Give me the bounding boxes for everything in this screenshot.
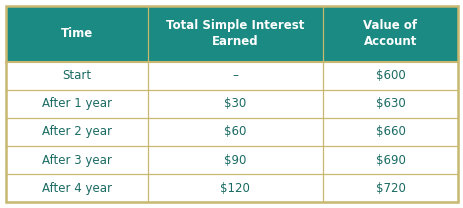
Text: $690: $690 [375, 154, 405, 167]
Text: After 3 year: After 3 year [42, 154, 112, 167]
Text: $30: $30 [224, 97, 246, 110]
Text: $90: $90 [224, 154, 246, 167]
Bar [322, 174, 457, 202]
Bar [6, 174, 148, 202]
Text: After 2 year: After 2 year [42, 125, 112, 139]
Bar [148, 118, 322, 146]
Bar [322, 118, 457, 146]
Text: After 1 year: After 1 year [42, 97, 112, 110]
Text: Total Simple Interest
Earned: Total Simple Interest Earned [166, 19, 304, 48]
Bar [6, 90, 148, 118]
Bar [6, 6, 148, 62]
Text: Start: Start [62, 69, 91, 82]
Text: $60: $60 [224, 125, 246, 139]
Text: $630: $630 [375, 97, 405, 110]
Bar [148, 6, 322, 62]
Text: Time: Time [61, 27, 93, 40]
Bar [322, 62, 457, 90]
Bar [322, 146, 457, 174]
Text: After 4 year: After 4 year [42, 182, 112, 195]
Bar [6, 118, 148, 146]
Text: $600: $600 [375, 69, 405, 82]
Text: $660: $660 [375, 125, 405, 139]
Bar [148, 62, 322, 90]
Bar [148, 90, 322, 118]
Text: $720: $720 [375, 182, 405, 195]
Bar [322, 90, 457, 118]
Bar [6, 146, 148, 174]
Text: –: – [232, 69, 238, 82]
Bar [322, 6, 457, 62]
Text: Value of
Account: Value of Account [363, 19, 417, 48]
Bar [148, 146, 322, 174]
Bar [148, 174, 322, 202]
Bar [6, 62, 148, 90]
Text: $120: $120 [220, 182, 250, 195]
